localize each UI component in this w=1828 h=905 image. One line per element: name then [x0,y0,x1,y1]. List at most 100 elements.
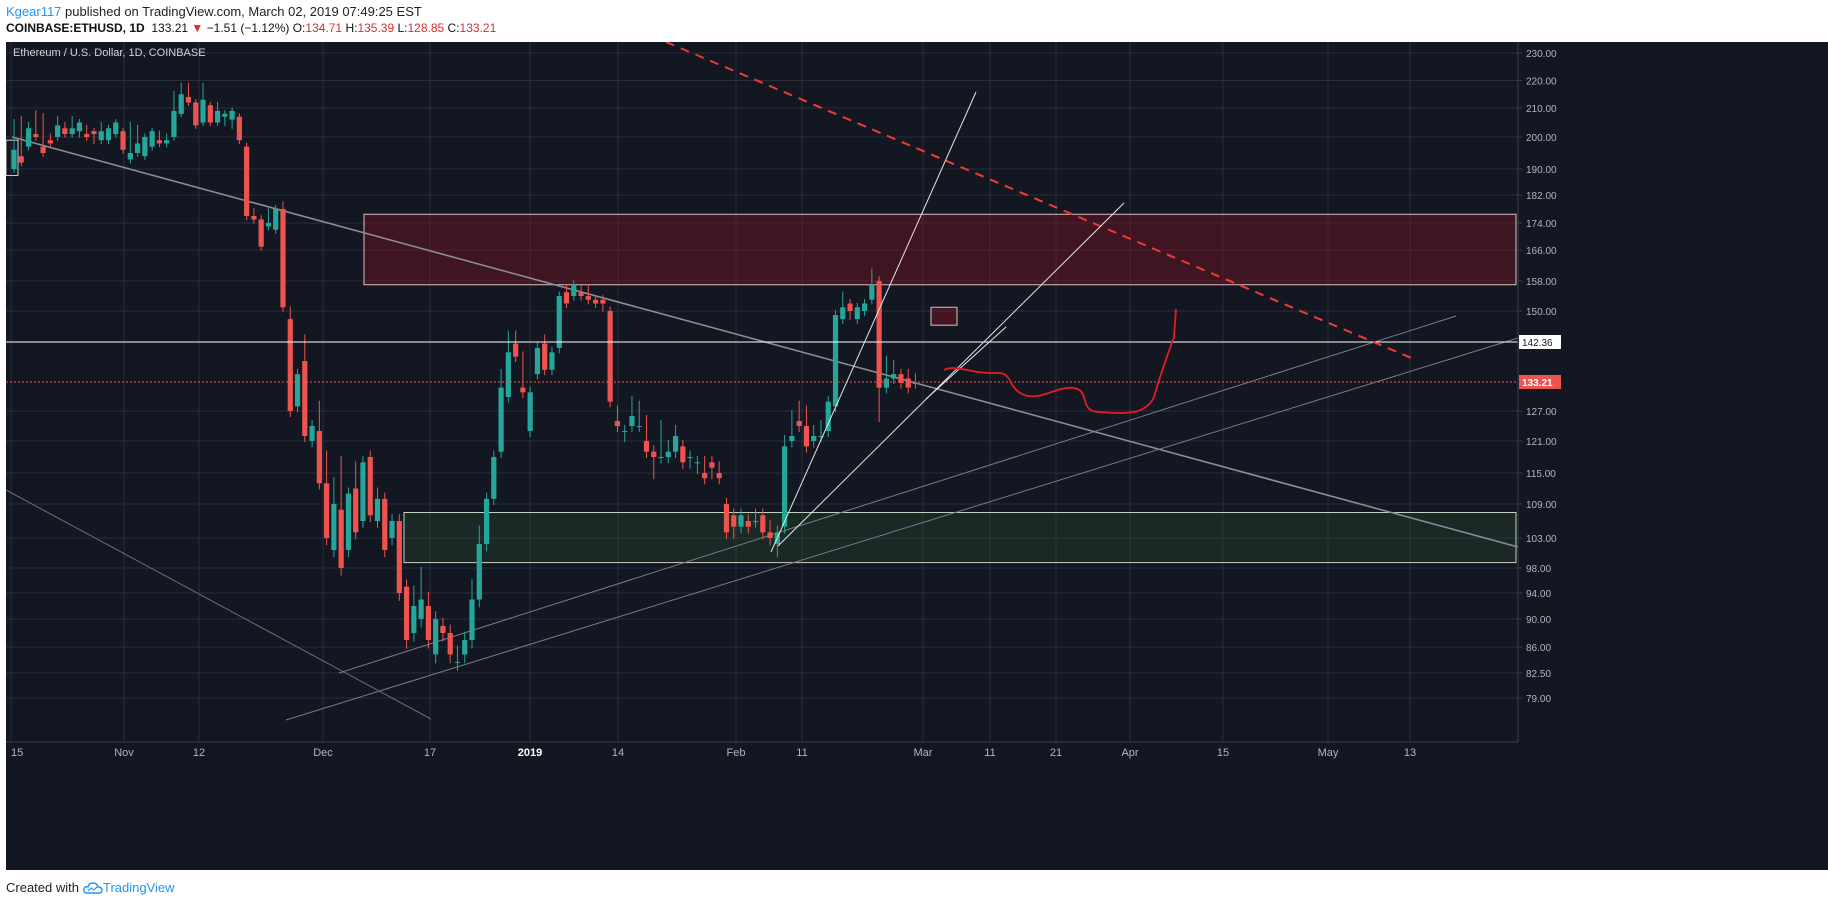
chart-container[interactable]: 230.00 220.00 210.00 200.00 190.00 182.00 174.… [5,41,1828,870]
candle-body [251,216,257,220]
time-axis[interactable]: 15 Nov 12 Dec 17 2019 14 Feb 11 Mar 11 21 Apr 15 May 13 [11,747,1416,759]
candle [207,101,213,126]
candle-body [876,281,882,388]
candle-body [18,156,24,163]
candle-body [149,131,155,147]
candle-body [55,125,61,137]
candle [454,645,461,671]
candle [891,360,897,384]
candle [374,487,381,528]
candle [40,113,46,157]
y-tick-label: 210.00 [1526,104,1557,115]
candle-body [709,462,715,468]
candle-body [672,436,679,452]
candle [542,334,548,376]
x-tick-label: 14 [612,747,624,759]
candle [411,585,417,642]
candle-body [127,153,133,160]
candle [534,342,541,380]
candle [251,208,257,224]
y-tick-label: 90.00 [1526,615,1551,626]
candle [527,386,533,437]
candle [309,420,315,448]
price-zones [5,139,1517,564]
candle-body [905,378,911,388]
y-tick-label: 86.00 [1526,643,1551,654]
x-tick-label: 17 [424,747,436,759]
candle [418,566,424,628]
candle-body [244,146,250,216]
price-chart[interactable]: 230.00 220.00 210.00 200.00 190.00 182.00 174.… [5,41,1828,870]
candle [164,133,170,148]
candle [723,497,730,540]
candle [818,420,824,443]
candle-body [142,137,148,157]
y-tick-label: 220.00 [1526,77,1557,88]
tradingview-brand[interactable]: TradingView [83,880,175,895]
candle-body [120,131,126,150]
candle [433,611,439,664]
resistance-zone [363,213,1517,286]
candle-body [280,209,286,308]
publish-info: Kgear117 published on TradingView.com, M… [6,4,422,19]
candle [156,130,162,148]
candle-body [40,146,46,153]
y-tick-label: 200.00 [1526,133,1557,144]
candle [869,268,875,305]
candle-body [476,544,482,600]
candle [767,519,773,546]
price-axis[interactable]: 230.00 220.00 210.00 200.00 190.00 182.00 174.… [1518,49,1561,705]
candle-body [556,296,562,348]
candle [752,508,759,528]
candle [607,306,613,408]
candle-body [98,131,104,141]
candle-body [891,374,897,379]
candle-body [527,392,533,431]
candle-body [825,401,831,431]
candle [825,396,831,437]
candle [709,455,715,480]
last-price-label: 133.21 [1522,378,1553,389]
candle-body [883,378,889,388]
candle-body [549,352,555,370]
candle-body [760,515,766,533]
candle [614,405,621,432]
y-tick-label: 115.00 [1526,469,1556,480]
candle-body [782,446,788,527]
candle [738,508,744,534]
candle [796,400,802,432]
candle [134,124,141,157]
x-tick-label: 13 [1404,747,1416,759]
candle-body [367,457,373,516]
x-tick-label: 12 [193,747,205,759]
candle [425,591,431,649]
candle-body [840,307,846,320]
candle [498,368,504,459]
change-value: −1.51 (−1.12%) [206,21,290,35]
x-tick-label: Apr [1121,747,1138,759]
candle [840,291,846,324]
candle-body [491,457,497,499]
y-tick-label: 103.00 [1526,534,1557,545]
candle-body [796,421,802,426]
candle [447,624,453,664]
candle [847,299,853,320]
candle-body [498,387,504,452]
candle-body [222,113,228,117]
author-link[interactable]: Kgear117 [6,4,62,19]
candle [222,110,228,126]
symbol-label: COINBASE:ETHUSD, 1D [6,21,145,35]
candle-body [433,619,439,655]
candle-body [636,426,642,427]
candle-body [578,292,584,296]
candle [578,284,584,301]
target-box [930,306,958,326]
candle [476,525,482,608]
candle-body [113,122,119,135]
candle [76,119,83,138]
candle-body [803,426,810,447]
candle-body [694,462,700,464]
candle [658,420,664,464]
candle [91,127,97,145]
candle [643,415,650,459]
